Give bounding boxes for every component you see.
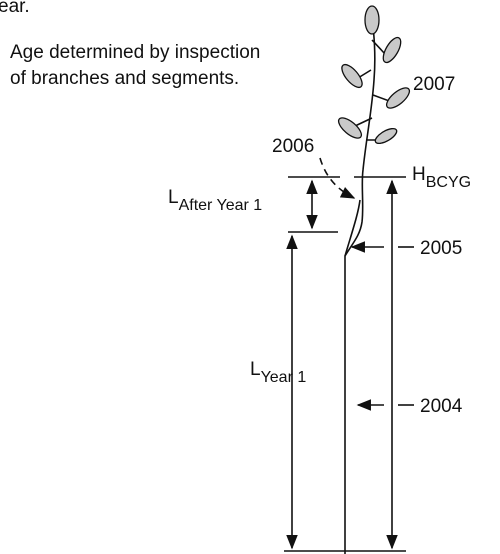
pointer-2006	[319, 157, 356, 199]
year-label: 2004	[420, 396, 463, 417]
year-label: 2006	[272, 136, 314, 157]
note-line: Age determined by inspection	[10, 42, 260, 63]
twigs	[354, 39, 393, 141]
leaf	[382, 36, 402, 64]
caption-fragment: ear.	[0, 0, 30, 17]
leaf	[341, 63, 363, 89]
note-line: of branches and segments.	[10, 68, 239, 89]
leaf	[374, 127, 398, 145]
plant	[337, 5, 411, 554]
year-label: 2005	[420, 238, 462, 259]
symbol: L	[168, 187, 179, 208]
subscript: Year 1	[261, 369, 307, 386]
year-label: 2007	[413, 74, 455, 95]
subscript: After Year 1	[179, 197, 263, 214]
stem	[344, 14, 376, 554]
measure-label: LAfter Year 1	[168, 187, 262, 214]
symbol: H	[412, 164, 426, 185]
symbol: L	[250, 359, 261, 380]
measure-label: HBCYG	[412, 164, 471, 191]
leaf	[364, 5, 380, 35]
leaf	[385, 87, 411, 109]
measure-label: LYear 1	[250, 359, 306, 386]
branch	[344, 199, 361, 257]
subscript: BCYG	[426, 174, 471, 191]
leaf	[337, 117, 363, 139]
